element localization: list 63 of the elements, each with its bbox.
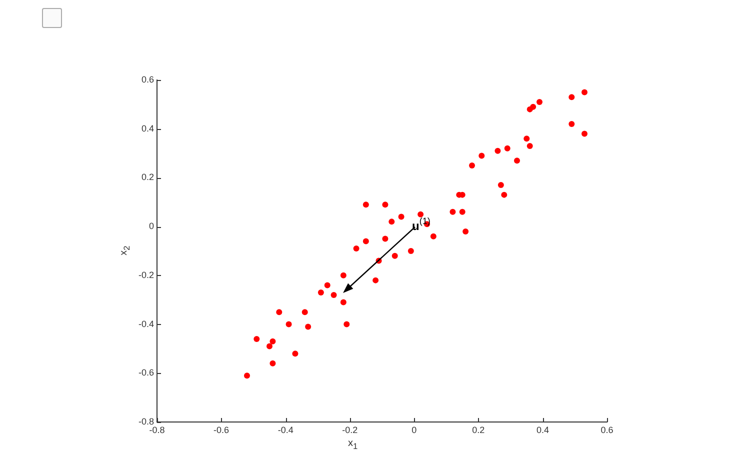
point [388,218,395,225]
point [340,299,346,306]
point [524,136,530,142]
y-tick-label: -0.6 [138,368,154,378]
x-tick-label: -0.2 [342,424,358,435]
point [418,211,424,218]
point [582,89,588,96]
x-tick-label: -0.6 [214,424,230,435]
point [568,94,575,100]
point [469,162,475,168]
y-tick-label: -0.2 [138,270,154,280]
y-tick-label: 0.4 [141,123,154,134]
x-tick-label: 0.4 [536,424,549,435]
point [362,238,369,244]
point [318,290,324,296]
y-tick-label: -0.4 [138,318,154,329]
y-tick-label: -0.8 [138,416,154,426]
y-tick-label: 0 [148,221,154,232]
x-axis-title: x$_{1}$ [348,438,358,451]
point [372,277,379,284]
point [270,360,276,366]
y-tick-label: 0.6 [141,74,154,84]
point [498,182,504,188]
point [244,372,250,379]
point [362,202,369,208]
point [582,130,588,137]
point [450,208,456,215]
point [514,158,520,164]
point [353,246,360,252]
point [286,321,292,328]
point [266,343,272,350]
x-tick-label: 0.6 [600,424,614,435]
point [292,350,298,357]
point [501,192,508,198]
point [324,282,330,288]
x-tick-label: -0.8 [149,424,165,435]
x-tick-label: 0 [412,424,417,435]
point [459,208,466,215]
point [330,292,337,298]
point [344,321,350,328]
point [536,98,542,105]
x-tick-label: 0.2 [472,424,485,435]
point [305,324,312,330]
point [382,236,388,242]
point [568,120,575,127]
point [478,152,485,159]
point [270,338,276,344]
point [526,106,533,112]
point [340,272,346,278]
point [276,309,282,316]
point [392,252,398,259]
y-tick-label: 0.2 [141,172,154,182]
point [462,228,469,234]
point [494,148,501,154]
point [254,336,260,342]
point [382,202,388,208]
point [504,145,510,152]
point [430,233,436,240]
point [398,214,404,220]
point [408,248,414,254]
point [526,142,533,149]
x-tick-label: -0.4 [278,424,294,435]
point [302,309,308,316]
